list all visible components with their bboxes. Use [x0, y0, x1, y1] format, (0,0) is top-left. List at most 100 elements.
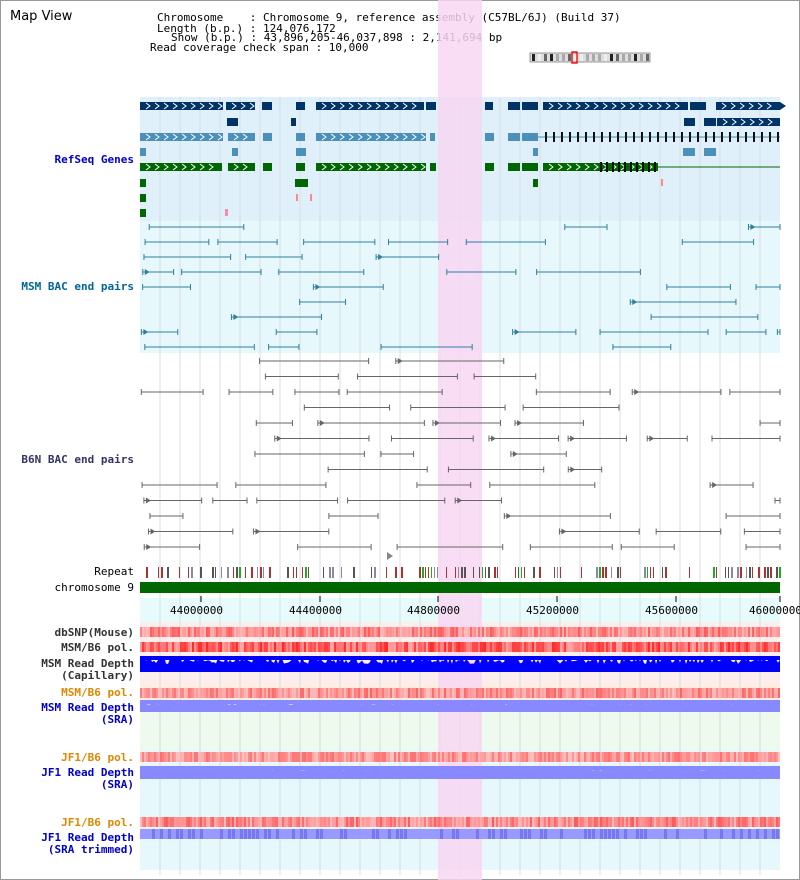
track-label-jf1-b6-pol-2[interactable]: JF1/B6 pol.: [61, 816, 134, 829]
depth-variation: [540, 829, 543, 839]
heat-cell: [316, 752, 318, 762]
track-label-refseq[interactable]: RefSeq Genes: [54, 153, 134, 166]
heat-cell: [576, 817, 578, 827]
gene-block: [522, 133, 538, 141]
heat-cell: [710, 688, 712, 698]
heat-cell: [512, 627, 514, 637]
heat-cell: [342, 688, 344, 698]
track-label-jf1-depth-trimmed[interactable]: JF1 Read Depth (SRA trimmed): [41, 831, 134, 856]
heat-cell: [354, 817, 356, 827]
heat-cell: [608, 752, 610, 762]
heat-cell: [380, 627, 382, 637]
track-label-msm-b6-pol-1[interactable]: MSM/B6 pol.: [61, 641, 134, 654]
heat-cell: [472, 642, 474, 652]
heat-cell: [246, 817, 248, 827]
heat-cell: [174, 642, 176, 652]
heat-cell: [242, 627, 244, 637]
heat-cell: [610, 752, 612, 762]
heat-cell: [528, 752, 530, 762]
bac-arrow: [276, 435, 282, 442]
track-label-repeat: Repeat: [94, 565, 134, 578]
heat-cell: [648, 688, 650, 698]
depth-base: [140, 700, 780, 704]
gene-arrow: [780, 102, 786, 110]
heat-cell: [608, 627, 610, 637]
exon-tick: [641, 132, 643, 142]
strand-arrow: [181, 163, 187, 171]
heat-cell: [368, 642, 370, 652]
heat-cell: [208, 752, 210, 762]
gene-block: [140, 148, 146, 156]
heat-cell: [672, 627, 674, 637]
repeat-mark: [437, 567, 438, 578]
heat-cell: [668, 627, 670, 637]
heat-cell: [454, 752, 456, 762]
heat-cell: [160, 752, 162, 762]
depth-variation: [524, 829, 527, 839]
heat-cell: [696, 688, 698, 698]
heat-cell: [352, 642, 354, 652]
exon-tick: [593, 132, 595, 142]
heat-cell: [296, 627, 298, 637]
heat-cell: [184, 627, 186, 637]
heat-cell: [706, 817, 708, 827]
track-label-msm-depth-capillary[interactable]: MSM Read Depth (Capillary): [41, 657, 134, 682]
heat-cell: [232, 627, 234, 637]
track-label-msm-bac[interactable]: MSM BAC end pairs: [21, 280, 134, 293]
heat-cell: [358, 627, 360, 637]
heat-cell: [260, 627, 262, 637]
strand-arrow: [575, 102, 581, 110]
heat-cell: [408, 817, 410, 827]
heat-cell: [750, 627, 752, 637]
heat-cell: [460, 688, 462, 698]
heat-cell: [574, 688, 576, 698]
heat-cell: [300, 627, 302, 637]
heat-cell: [166, 752, 168, 762]
heat-cell: [684, 627, 686, 637]
track-label-msm-depth-sra[interactable]: MSM Read Depth (SRA): [41, 701, 134, 726]
exon-tick: [705, 132, 707, 142]
track-label-jf1-depth-sra[interactable]: JF1 Read Depth (SRA): [41, 766, 134, 791]
heat-cell: [342, 752, 344, 762]
heat-cell: [474, 752, 476, 762]
heat-cell: [708, 817, 710, 827]
heat-cell: [590, 688, 592, 698]
heat-cell: [556, 627, 558, 637]
strand-arrow: [758, 118, 764, 126]
repeat-mark: [296, 567, 297, 578]
heat-cell: [730, 642, 732, 652]
heat-cell: [278, 752, 280, 762]
heat-cell: [590, 642, 592, 652]
heat-cell: [330, 752, 332, 762]
heat-cell: [252, 642, 254, 652]
heat-cell: [504, 642, 506, 652]
heat-cell: [528, 627, 530, 637]
heat-cell: [772, 642, 774, 652]
track-label-b6n-bac[interactable]: B6N BAC end pairs: [21, 453, 134, 466]
exon-tick: [624, 162, 626, 172]
heat-cell: [294, 688, 296, 698]
heat-cell: [140, 817, 142, 827]
heat-cell: [230, 817, 232, 827]
track-label-jf1-b6-pol-1[interactable]: JF1/B6 pol.: [61, 751, 134, 764]
exon-tick: [689, 132, 691, 142]
heat-cell: [298, 642, 300, 652]
repeat-mark: [200, 567, 202, 578]
heat-cell: [530, 752, 532, 762]
heat-cell: [386, 642, 388, 652]
heat-cell: [440, 627, 442, 637]
strand-arrow: [384, 102, 390, 110]
depth-variation: [604, 829, 607, 839]
track-label-dbsnp[interactable]: dbSNP(Mouse): [54, 626, 134, 639]
heat-cell: [274, 642, 276, 652]
repeat-mark: [716, 567, 717, 578]
heat-cell: [228, 817, 230, 827]
track-label-msm-b6-pol-2[interactable]: MSM/B6 pol.: [61, 686, 134, 699]
depth-variation: [200, 829, 203, 839]
ideogram-band: [580, 54, 583, 61]
heat-cell: [194, 627, 196, 637]
heat-cell: [708, 688, 710, 698]
bac-arrow: [512, 451, 518, 457]
heat-cell: [366, 752, 368, 762]
